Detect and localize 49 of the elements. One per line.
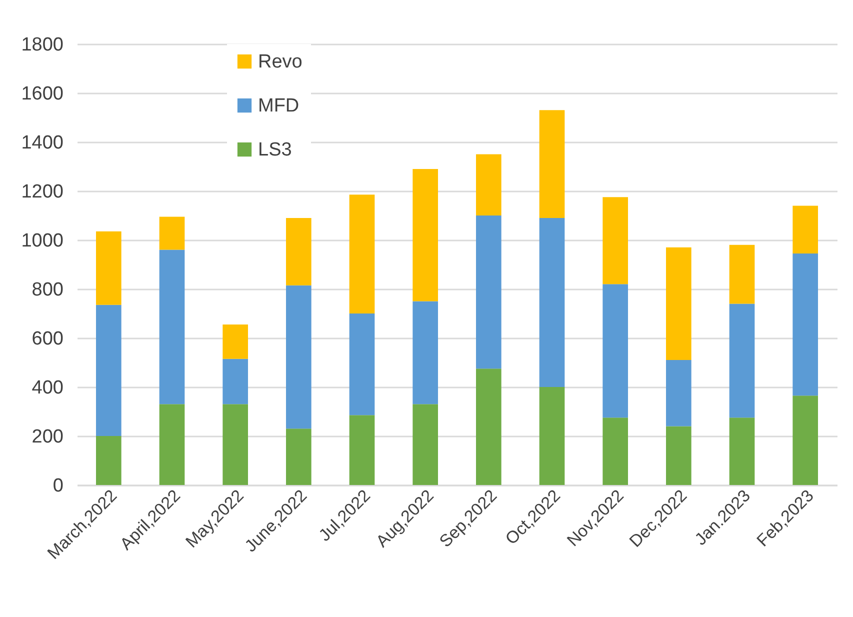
bar [539, 218, 565, 387]
legend-label: MFD [258, 96, 300, 116]
y-tick-label: 800 [32, 280, 64, 300]
bar [412, 168, 438, 302]
bar [222, 324, 248, 359]
bar [476, 154, 502, 216]
y-tick-label: 1800 [21, 34, 64, 56]
legend-label: LS3 [258, 140, 292, 160]
bar [159, 216, 185, 250]
bar [602, 284, 628, 418]
bar [286, 285, 312, 429]
bar [666, 360, 692, 426]
bar [159, 404, 185, 485]
bar [412, 301, 438, 404]
bar [476, 368, 502, 485]
bar [96, 231, 122, 305]
bar [729, 418, 755, 485]
bar [286, 218, 312, 286]
bar [412, 404, 438, 485]
bar [96, 304, 122, 436]
bar [222, 404, 248, 485]
legend-label: Revo [258, 52, 302, 72]
bar [349, 314, 375, 416]
y-tick-label: 1600 [21, 84, 64, 104]
bar [349, 415, 375, 485]
bar [539, 110, 565, 218]
bar [159, 250, 185, 404]
y-tick-label: 1200 [21, 182, 64, 202]
bar [729, 304, 755, 418]
y-tick-label: 400 [32, 378, 64, 398]
y-tick-label: 1400 [21, 132, 64, 154]
bar [729, 244, 755, 304]
bar [792, 396, 818, 485]
bar [349, 194, 375, 314]
bar [792, 206, 818, 254]
bar [602, 197, 628, 284]
y-tick-label: 200 [32, 426, 64, 448]
bar [602, 418, 628, 485]
bar [222, 358, 248, 404]
y-tick-label: 1000 [21, 230, 64, 252]
bar [666, 247, 692, 360]
bar [539, 387, 565, 485]
bar [666, 426, 692, 485]
bar [96, 436, 122, 485]
bar [286, 428, 312, 485]
bar [476, 216, 502, 369]
y-tick-label: 0 [52, 476, 64, 496]
y-tick-label: 600 [32, 328, 64, 350]
bar [792, 253, 818, 396]
